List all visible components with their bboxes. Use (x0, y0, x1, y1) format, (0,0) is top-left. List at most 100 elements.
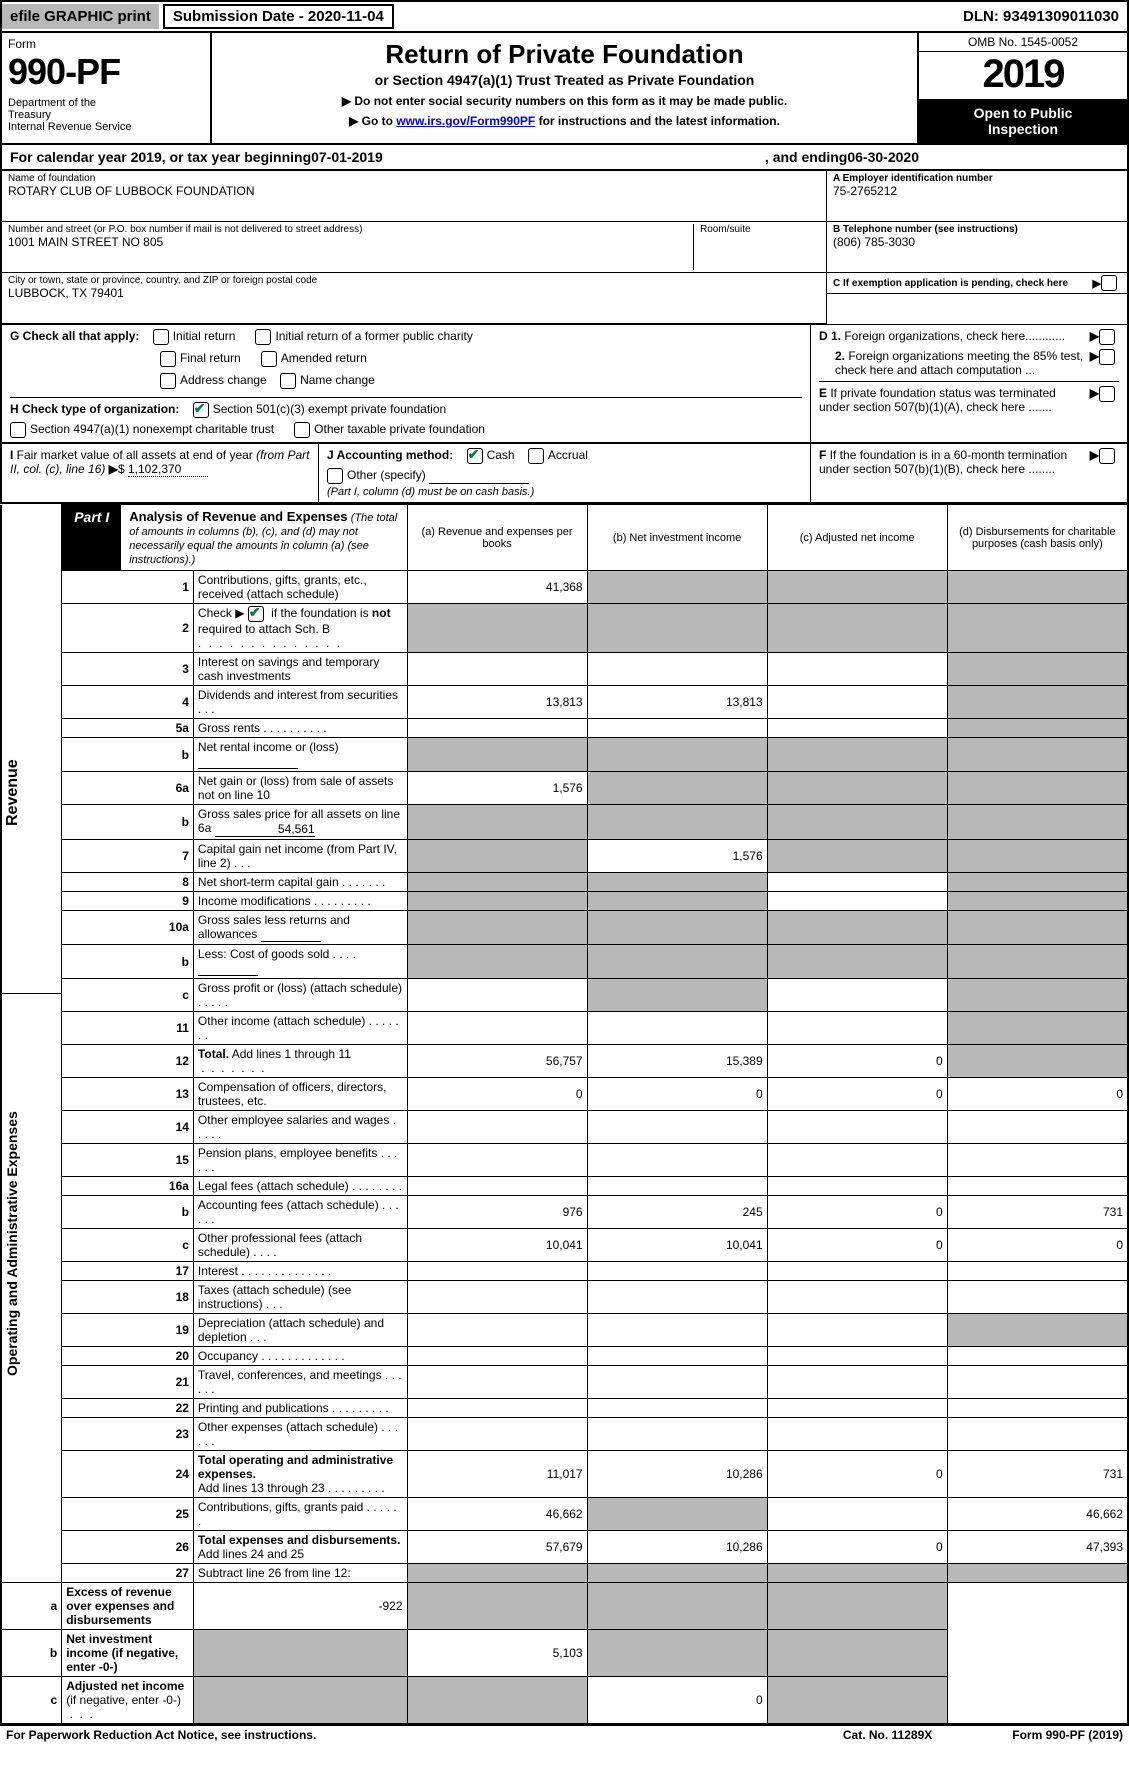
j-label: J Accounting method: (327, 448, 453, 462)
row-16b: bAccounting fees (attach schedule) . . .… (1, 1196, 1128, 1229)
form-label: Form (8, 37, 204, 51)
4947-checkbox[interactable] (10, 422, 26, 438)
instr-1: ▶ Do not enter social security numbers o… (222, 94, 907, 108)
row-18: 18Taxes (attach schedule) (see instructi… (1, 1281, 1128, 1314)
g-label: G Check all that apply: (10, 329, 139, 343)
row-7: 7Capital gain net income (from Part IV, … (1, 839, 1128, 872)
row-10b: bLess: Cost of goods sold . . . . (1, 944, 1128, 978)
footer-mid: Cat. No. 11289X (843, 1728, 932, 1742)
e-checkbox[interactable] (1099, 386, 1115, 402)
row-8: 8Net short-term capital gain . . . . . .… (1, 872, 1128, 891)
h-label: H Check type of organization: (10, 402, 179, 416)
row-14: 14Other employee salaries and wages . . … (1, 1111, 1128, 1144)
row-9: 9Income modifications . . . . . . . . . (1, 891, 1128, 910)
col-d-header: (d) Disbursements for charitable purpose… (947, 505, 1128, 571)
row-11: 11Other income (attach schedule) . . . .… (1, 1012, 1128, 1045)
row-27c: cAdjusted net income (if negative, enter… (1, 1677, 1128, 1725)
top-bar: efile GRAPHIC print Submission Date - 20… (0, 0, 1129, 33)
row-21: 21Travel, conferences, and meetings . . … (1, 1366, 1128, 1399)
row-6a: 6aNet gain or (loss) from sale of assets… (1, 772, 1128, 805)
city-label: City or town, state or province, country… (8, 275, 820, 286)
row-10c: cGross profit or (loss) (attach schedule… (1, 979, 1128, 1012)
row-5a: 5aGross rents . . . . . . . . . . (1, 719, 1128, 738)
efile-label: efile GRAPHIC print (2, 4, 159, 29)
form-subtitle: or Section 4947(a)(1) Trust Treated as P… (222, 72, 907, 88)
row-27a: aExcess of revenue over expenses and dis… (1, 1583, 1128, 1630)
col-a-header: (a) Revenue and expenses per books (407, 505, 587, 571)
row-4: 4Dividends and interest from securities … (1, 686, 1128, 719)
row-27b: bNet investment income (if negative, ent… (1, 1630, 1128, 1677)
part1-table: Revenue Operating and Administrative Exp… (0, 504, 1129, 1725)
year-end: 06-30-2020 (847, 149, 919, 165)
fmv-value: 1,102,370 (128, 462, 208, 477)
col-b-header: (b) Net investment income (587, 505, 767, 571)
section-i-j: I Fair market value of all assets at end… (0, 444, 1129, 504)
row-5b: bNet rental income or (loss) (1, 738, 1128, 772)
row-3: 3Interest on savings and temporary cash … (1, 653, 1128, 686)
row-19: 19Depreciation (attach schedule) and dep… (1, 1314, 1128, 1347)
open-to-public: Open to PublicInspection (919, 99, 1127, 143)
name-change-checkbox[interactable] (280, 373, 296, 389)
dln-label: DLN: 93491309011030 (955, 4, 1127, 29)
row-13: 13Compensation of officers, directors, t… (1, 1078, 1128, 1111)
row-2: 2Check ▶ if the foundation is not requir… (1, 604, 1128, 653)
footer-left: For Paperwork Reduction Act Notice, see … (6, 1728, 316, 1742)
addr-value: 1001 MAIN STREET NO 805 (8, 235, 693, 249)
row-12: 12Total. Add lines 1 through 11 . . . . … (1, 1045, 1128, 1078)
row-22: 22Printing and publications . . . . . . … (1, 1399, 1128, 1418)
address-change-checkbox[interactable] (160, 373, 176, 389)
dept-label: Department of theTreasuryInternal Revenu… (8, 97, 204, 133)
name-label: Name of foundation (8, 173, 820, 184)
d1-checkbox[interactable] (1099, 329, 1115, 345)
row-24: 24Total operating and administrative exp… (1, 1451, 1128, 1498)
row-17: 17Interest . . . . . . . . . . . . . . (1, 1262, 1128, 1281)
section-g-h: G Check all that apply: Initial return I… (0, 324, 1129, 444)
form-header: Form 990-PF Department of theTreasuryInt… (0, 33, 1129, 145)
col-c-header: (c) Adjusted net income (767, 505, 947, 571)
row-16c: cOther professional fees (attach schedul… (1, 1229, 1128, 1262)
foundation-name: ROTARY CLUB OF LUBBOCK FOUNDATION (8, 184, 820, 198)
initial-return-checkbox[interactable] (153, 329, 169, 345)
revenue-label: Revenue (2, 593, 24, 993)
row-20: 20Occupancy . . . . . . . . . . . . . (1, 1347, 1128, 1366)
other-method-checkbox[interactable] (327, 468, 343, 484)
arrow-icon: ▶ (1093, 277, 1101, 290)
omb-number: OMB No. 1545-0052 (919, 33, 1127, 52)
expenses-label: Operating and Administrative Expenses (2, 994, 22, 1494)
row-10a: 10aGross sales less returns and allowanc… (1, 910, 1128, 944)
d2-checkbox[interactable] (1099, 349, 1115, 365)
c-label: C If exemption application is pending, c… (833, 278, 1093, 289)
addr-label: Number and street (or P.O. box number if… (8, 224, 693, 235)
city-value: LUBBOCK, TX 79401 (8, 286, 820, 300)
room-label: Room/suite (693, 224, 820, 270)
row-16a: 16aLegal fees (attach schedule) . . . . … (1, 1177, 1128, 1196)
form-number: 990-PF (8, 51, 204, 93)
page-footer: For Paperwork Reduction Act Notice, see … (0, 1725, 1129, 1744)
501c3-checkbox[interactable] (193, 402, 209, 418)
row-25: 25Contributions, gifts, grants paid . . … (1, 1498, 1128, 1531)
other-taxable-checkbox[interactable] (294, 422, 310, 438)
year-begin: 07-01-2019 (311, 149, 383, 165)
part-title: Analysis of Revenue and Expenses (129, 509, 347, 524)
row-27: 27Subtract line 26 from line 12: (1, 1564, 1128, 1583)
calendar-year-row: For calendar year 2019, or tax year begi… (0, 145, 1129, 171)
phone-label: B Telephone number (see instructions) (833, 224, 1121, 235)
sch-b-checkbox[interactable] (248, 606, 264, 622)
footer-right: Form 990-PF (2019) (1012, 1728, 1123, 1742)
row-15: 15Pension plans, employee benefits . . .… (1, 1144, 1128, 1177)
submission-date: Submission Date - 2020-11-04 (163, 4, 394, 29)
row-26: 26Total expenses and disbursements. Add … (1, 1531, 1128, 1564)
row-1: 1Contributions, gifts, grants, etc., rec… (1, 571, 1128, 604)
part-label: Part I (62, 505, 121, 570)
initial-former-checkbox[interactable] (255, 329, 271, 345)
f-checkbox[interactable] (1099, 448, 1115, 464)
tax-year: 2019 (919, 52, 1127, 99)
irs-link[interactable]: www.irs.gov/Form990PF (396, 114, 535, 128)
ein-label: A Employer identification number (833, 173, 1121, 184)
cash-checkbox[interactable] (467, 448, 483, 464)
final-return-checkbox[interactable] (160, 351, 176, 367)
row-23: 23Other expenses (attach schedule) . . .… (1, 1418, 1128, 1451)
amended-return-checkbox[interactable] (261, 351, 277, 367)
c-checkbox[interactable] (1101, 275, 1117, 291)
accrual-checkbox[interactable] (528, 448, 544, 464)
